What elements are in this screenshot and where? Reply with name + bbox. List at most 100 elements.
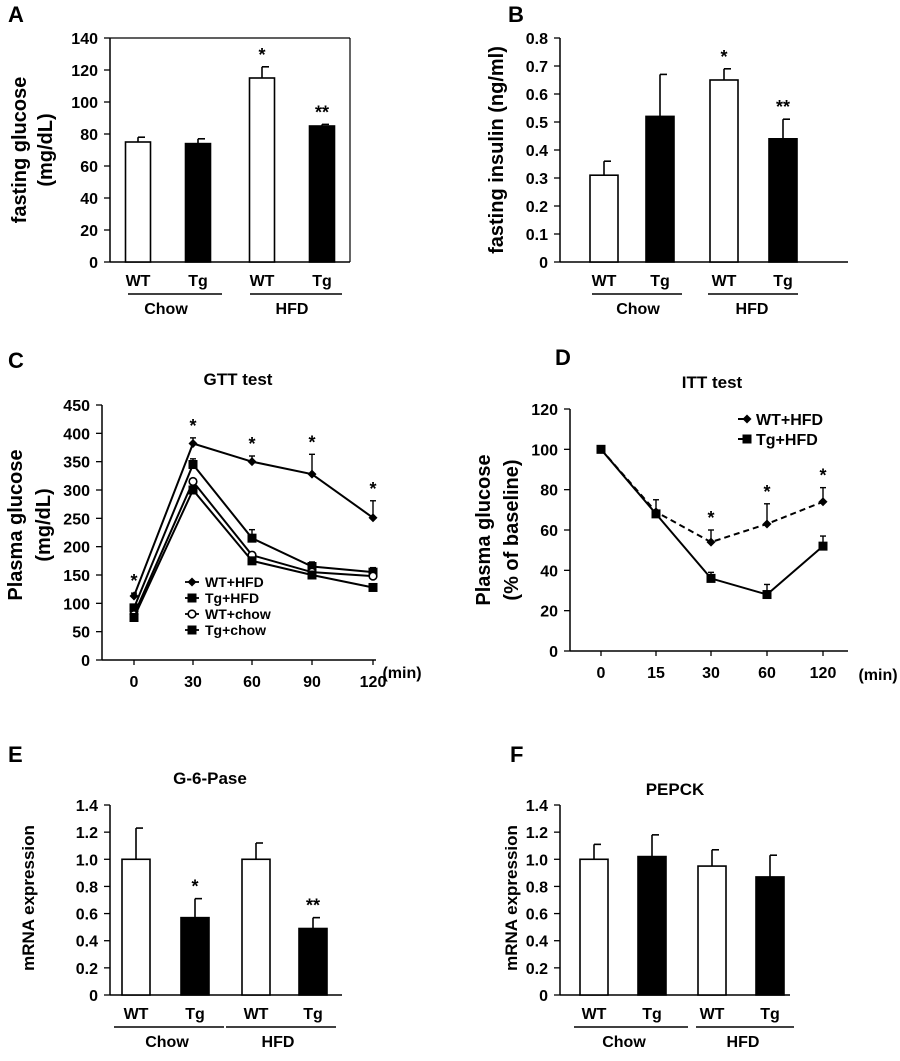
y-tick-label: 80 xyxy=(540,483,558,500)
y-tick-label: 0.6 xyxy=(526,87,548,104)
category-label: WT xyxy=(126,273,151,290)
marker-square xyxy=(247,533,257,543)
y-tick-label: 0 xyxy=(81,653,90,670)
legend-label: WT+chow xyxy=(205,606,271,622)
marker-circle xyxy=(187,609,197,619)
bar xyxy=(637,855,667,996)
category-label: WT xyxy=(250,273,275,290)
y-tick-label: 0.2 xyxy=(76,961,98,978)
bar xyxy=(124,141,152,263)
y-tick-label: 120 xyxy=(71,63,98,80)
y-tick-label: 0 xyxy=(549,644,558,661)
y-tick-label: 450 xyxy=(63,398,90,415)
significance-mark: ** xyxy=(776,97,790,117)
marker-square xyxy=(307,562,317,571)
y-tick-label: 0.3 xyxy=(526,171,548,188)
category-label: Tg xyxy=(773,273,793,290)
bar xyxy=(121,858,151,996)
y-axis-label: Plasma glucose xyxy=(473,454,495,605)
y-tick-label: 0 xyxy=(89,255,98,272)
marker-square xyxy=(742,434,752,444)
y-tick-label: 40 xyxy=(80,191,98,208)
bar xyxy=(308,125,336,263)
significance-mark: * xyxy=(720,47,727,67)
x-tick-label: 30 xyxy=(184,674,202,691)
y-axis-label: Plasma glucose xyxy=(5,449,27,600)
y-axis-label: (% of baseline) xyxy=(501,459,523,600)
y-axis-label: mRNA expression xyxy=(19,825,38,971)
y-tick-label: 0.2 xyxy=(526,961,548,978)
y-tick-label: 400 xyxy=(63,426,90,443)
panel-letter: C xyxy=(8,348,24,373)
y-tick-label: 0 xyxy=(539,988,548,1005)
marker-square xyxy=(651,509,661,519)
group-label: Chow xyxy=(144,301,188,318)
marker-diamond xyxy=(188,439,198,449)
significance-mark: ** xyxy=(306,896,320,916)
y-tick-label: 0.5 xyxy=(526,115,548,132)
chart-title: GTT test xyxy=(204,370,273,389)
x-tick-label: 120 xyxy=(360,674,387,691)
bar xyxy=(579,858,609,996)
marker-circle xyxy=(188,476,198,487)
y-tick-label: 0.2 xyxy=(526,199,548,216)
panel-F: F PEPCK mRNA expression 0 0.2 0.4 0.6 0.8 1.0 1.2… xyxy=(502,742,794,1051)
bar xyxy=(697,865,727,996)
legend-label: Tg+chow xyxy=(205,622,266,638)
significance-mark: * xyxy=(819,466,826,486)
marker-diamond xyxy=(129,591,139,601)
legend-label: WT+HFD xyxy=(205,574,264,590)
category-label: Tg xyxy=(650,273,670,290)
category-label: Tg xyxy=(188,273,208,290)
y-tick-label: 20 xyxy=(80,223,98,240)
category-label: Tg xyxy=(642,1006,662,1023)
marker-diamond xyxy=(307,469,317,479)
y-tick-label: 140 xyxy=(71,31,98,48)
panel-letter: A xyxy=(8,2,24,27)
y-tick-label: 1.2 xyxy=(76,825,98,842)
group-label: Chow xyxy=(616,301,660,318)
y-tick-label: 100 xyxy=(63,596,90,613)
group-label: Chow xyxy=(145,1034,189,1051)
category-label: WT xyxy=(582,1006,607,1023)
legend-label: WT+HFD xyxy=(756,412,823,429)
significance-mark: * xyxy=(130,571,137,591)
y-tick-label: 0.8 xyxy=(526,879,548,896)
marker-square xyxy=(187,625,197,635)
significance-mark: * xyxy=(248,434,255,454)
group-label: Chow xyxy=(602,1034,646,1051)
category-label: WT xyxy=(700,1006,725,1023)
x-tick-label: 120 xyxy=(810,665,837,682)
group-label: HFD xyxy=(727,1034,760,1051)
category-label: WT xyxy=(592,273,617,290)
marker-square xyxy=(762,590,772,600)
y-tick-label: 150 xyxy=(63,568,90,585)
y-tick-label: 0.7 xyxy=(526,59,548,76)
marker-square xyxy=(368,582,378,592)
chart-title: ITT test xyxy=(682,373,743,392)
bar xyxy=(180,916,210,996)
y-tick-label: 40 xyxy=(540,563,558,580)
y-tick-label: 0.4 xyxy=(526,934,548,951)
marker-diamond xyxy=(706,537,716,547)
y-tick-label: 120 xyxy=(531,402,558,419)
bar xyxy=(248,77,276,263)
y-tick-label: 200 xyxy=(63,540,90,557)
y-tick-label: 0.6 xyxy=(526,907,548,924)
group-label: HFD xyxy=(262,1034,295,1051)
bar xyxy=(709,79,739,263)
x-tick-label: 90 xyxy=(303,674,321,691)
y-tick-label: 250 xyxy=(63,511,90,528)
y-axis-label: fasting insulin (ng/ml) xyxy=(486,46,508,254)
x-axis-unit: (min) xyxy=(382,665,421,682)
group-label: HFD xyxy=(736,301,769,318)
panel-letter: F xyxy=(510,742,523,767)
bar xyxy=(755,876,785,996)
bar xyxy=(589,174,619,263)
marker-square xyxy=(188,460,198,469)
category-label: WT xyxy=(244,1006,269,1023)
bar xyxy=(768,138,798,263)
y-axis-label: mRNA expression xyxy=(502,825,521,971)
x-tick-label: 15 xyxy=(647,665,665,682)
